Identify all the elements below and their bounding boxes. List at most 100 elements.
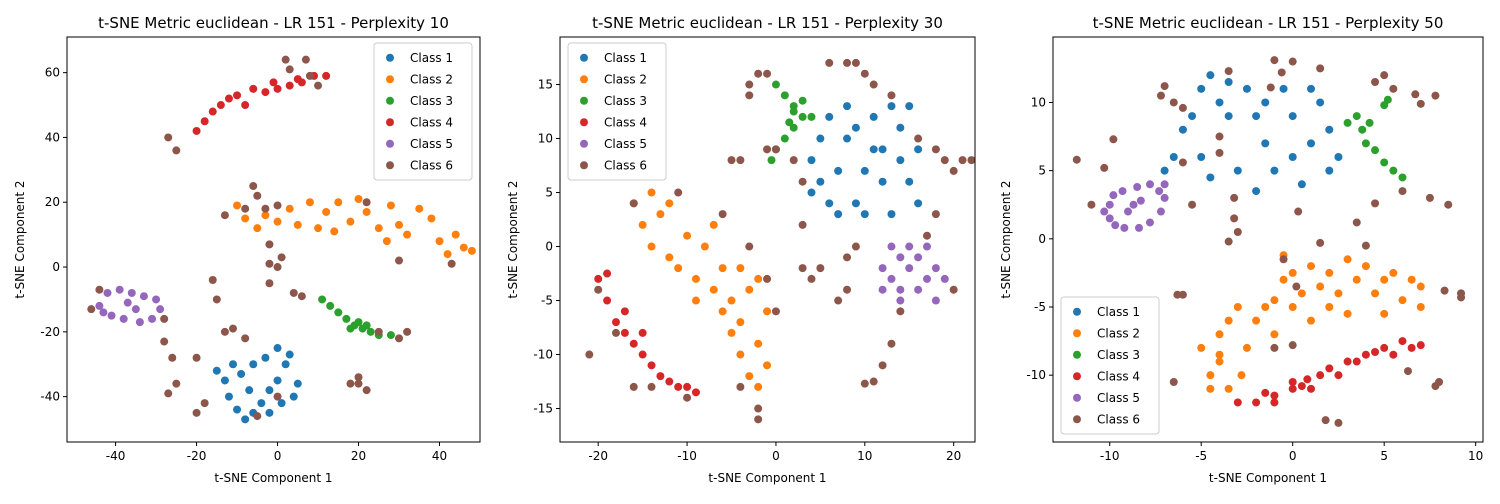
- point: [1343, 255, 1352, 264]
- point: [1252, 112, 1261, 121]
- point: [273, 376, 282, 385]
- point: [1398, 296, 1407, 305]
- legend-marker: [1073, 329, 1081, 338]
- point: [1270, 343, 1279, 352]
- point: [216, 101, 225, 110]
- point: [878, 361, 887, 370]
- point: [1120, 223, 1129, 232]
- legend-label: Class 5: [604, 137, 647, 151]
- point: [277, 253, 286, 262]
- point: [208, 276, 217, 284]
- point: [123, 298, 132, 307]
- point: [1358, 125, 1367, 134]
- legend-label: Class 4: [604, 115, 647, 129]
- point: [789, 156, 798, 165]
- point: [674, 382, 683, 391]
- point: [1233, 166, 1242, 175]
- point: [745, 80, 754, 89]
- point: [354, 318, 363, 327]
- legend-label: Class 6: [1097, 412, 1140, 426]
- point: [1440, 286, 1449, 295]
- legend-marker: [1073, 393, 1081, 402]
- point: [665, 377, 674, 386]
- point: [914, 145, 923, 154]
- point: [949, 285, 958, 294]
- y-tick-label: -10: [533, 348, 553, 362]
- point: [1380, 71, 1389, 80]
- y-tick-label: 40: [45, 130, 60, 144]
- point: [301, 55, 310, 64]
- y-axis-label: t-SNE Component 2: [506, 180, 520, 298]
- point: [103, 288, 112, 297]
- point: [395, 220, 404, 229]
- legend-marker: [580, 139, 588, 148]
- point: [1316, 64, 1325, 73]
- point: [1316, 98, 1325, 107]
- point: [273, 84, 282, 93]
- point: [1352, 112, 1361, 121]
- point: [354, 373, 363, 382]
- point: [1444, 200, 1453, 209]
- point: [1224, 112, 1233, 121]
- x-tick-label: -5: [1195, 449, 1207, 463]
- point: [754, 415, 763, 424]
- point: [807, 274, 816, 283]
- point: [443, 250, 452, 259]
- point: [95, 285, 104, 294]
- point: [334, 308, 343, 317]
- point: [594, 285, 603, 294]
- point: [1188, 112, 1197, 121]
- point: [1178, 125, 1187, 134]
- point: [798, 220, 807, 229]
- point: [253, 224, 262, 233]
- point: [674, 188, 683, 197]
- point: [647, 188, 656, 197]
- x-tick-label: 20: [351, 449, 366, 463]
- point: [1188, 200, 1197, 209]
- point: [107, 311, 116, 320]
- point: [172, 146, 181, 155]
- point: [931, 264, 940, 273]
- point: [1215, 98, 1224, 107]
- point: [1270, 296, 1279, 305]
- axes-frame: [559, 36, 976, 443]
- point: [629, 339, 638, 348]
- point: [1361, 139, 1370, 148]
- point: [467, 246, 476, 255]
- point: [878, 264, 887, 273]
- point: [1129, 200, 1138, 209]
- point: [905, 264, 914, 273]
- point: [887, 91, 896, 100]
- point: [638, 328, 647, 337]
- point: [451, 230, 460, 239]
- point: [1215, 148, 1224, 157]
- point: [896, 307, 905, 316]
- point: [594, 274, 603, 283]
- point: [860, 379, 869, 388]
- point: [1380, 158, 1389, 167]
- point: [1206, 384, 1215, 393]
- point: [896, 296, 905, 305]
- legend-marker: [386, 161, 394, 170]
- point: [887, 274, 896, 283]
- point: [1215, 132, 1224, 141]
- point: [273, 217, 282, 226]
- point: [1288, 378, 1297, 386]
- point: [1288, 341, 1297, 350]
- point: [1398, 187, 1407, 196]
- point: [736, 350, 745, 359]
- point: [212, 366, 221, 375]
- point: [1270, 330, 1279, 339]
- legend-marker: [580, 118, 588, 127]
- point: [281, 55, 290, 64]
- point: [200, 399, 209, 408]
- point: [1334, 418, 1343, 427]
- point: [1279, 84, 1288, 93]
- point: [1242, 343, 1251, 352]
- point: [700, 242, 709, 251]
- point: [736, 382, 745, 391]
- point: [229, 324, 238, 333]
- point: [896, 285, 905, 294]
- point: [843, 285, 852, 294]
- point: [362, 207, 371, 216]
